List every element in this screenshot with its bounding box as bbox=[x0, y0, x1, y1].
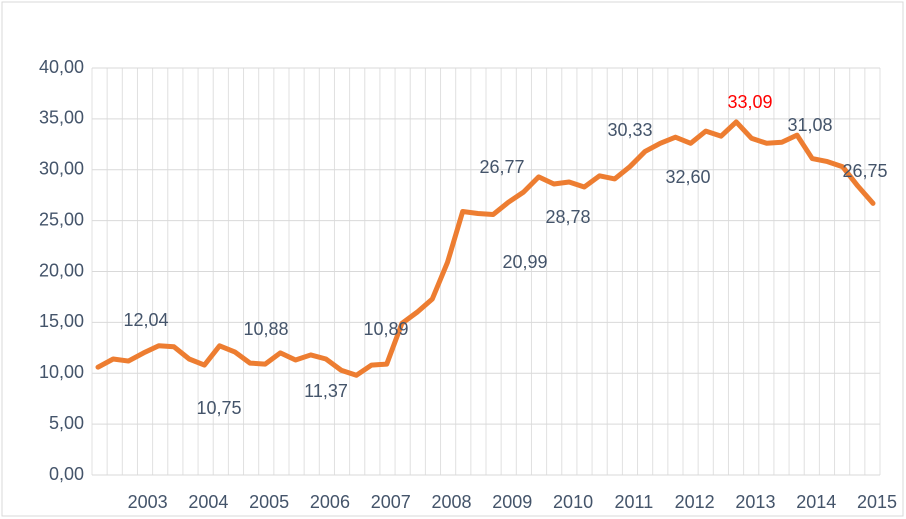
y-tick-label: 25,00 bbox=[39, 209, 84, 229]
x-tick-label: 2004 bbox=[188, 492, 228, 512]
x-tick-label: 2010 bbox=[553, 492, 593, 512]
data-label: 10,89 bbox=[363, 319, 408, 339]
data-label: 33,09 bbox=[727, 92, 772, 112]
data-label: 20,99 bbox=[502, 252, 547, 272]
y-tick-label: 40,00 bbox=[39, 57, 84, 77]
x-tick-label: 2009 bbox=[492, 492, 532, 512]
y-tick-label: 10,00 bbox=[39, 362, 84, 382]
data-label: 11,37 bbox=[304, 381, 348, 401]
y-tick-label: 5,00 bbox=[49, 413, 84, 433]
x-tick-label: 2006 bbox=[310, 492, 350, 512]
x-tick-label: 2005 bbox=[249, 492, 289, 512]
x-tick-label: 2007 bbox=[371, 492, 411, 512]
x-tick-label: 2013 bbox=[735, 492, 775, 512]
x-tick-label: 2003 bbox=[128, 492, 168, 512]
data-label: 26,77 bbox=[479, 157, 524, 177]
data-label: 30,33 bbox=[607, 120, 652, 140]
y-tick-label: 0,00 bbox=[49, 464, 84, 484]
y-tick-label: 15,00 bbox=[39, 311, 84, 331]
y-tick-label: 35,00 bbox=[39, 108, 84, 128]
line-series bbox=[95, 119, 876, 378]
x-tick-label: 2011 bbox=[615, 492, 654, 512]
data-label: 28,78 bbox=[545, 207, 590, 227]
data-label: 31,08 bbox=[787, 115, 832, 135]
x-tick-label: 2014 bbox=[796, 492, 836, 512]
data-label: 10,75 bbox=[196, 398, 241, 418]
x-tick-label: 2008 bbox=[431, 492, 471, 512]
y-tick-label: 30,00 bbox=[39, 159, 84, 179]
x-tick-label: 2012 bbox=[675, 492, 715, 512]
x-tick-label: 2015 bbox=[857, 492, 897, 512]
data-label: 32,60 bbox=[665, 167, 710, 187]
data-label: 26,75 bbox=[842, 161, 887, 181]
data-label: 10,88 bbox=[243, 319, 288, 339]
y-tick-label: 20,00 bbox=[39, 260, 84, 280]
data-label: 12,04 bbox=[123, 310, 168, 330]
